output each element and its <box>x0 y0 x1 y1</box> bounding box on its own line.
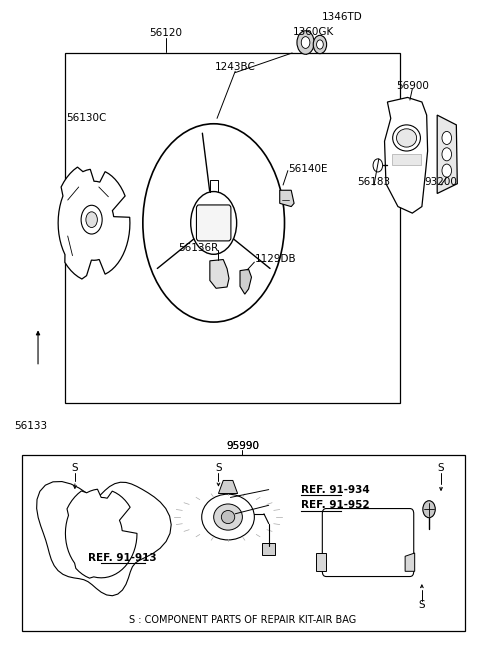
Text: S: S <box>215 463 222 473</box>
Circle shape <box>423 500 435 517</box>
Text: 93200: 93200 <box>425 178 457 187</box>
Text: 1129DB: 1129DB <box>254 254 296 264</box>
Polygon shape <box>240 269 252 294</box>
Bar <box>392 154 421 166</box>
Text: S: S <box>438 463 444 473</box>
Circle shape <box>297 31 314 54</box>
Text: REF. 91-913: REF. 91-913 <box>88 553 157 563</box>
Text: S: S <box>419 600 425 610</box>
Polygon shape <box>65 489 137 578</box>
Text: 56120: 56120 <box>149 28 182 39</box>
Polygon shape <box>218 481 238 493</box>
Polygon shape <box>437 115 457 193</box>
Ellipse shape <box>214 504 242 530</box>
Polygon shape <box>280 190 294 206</box>
Text: REF. 91-952: REF. 91-952 <box>301 500 370 510</box>
Text: 95990: 95990 <box>226 441 259 451</box>
Circle shape <box>373 159 383 172</box>
Text: 1243BC: 1243BC <box>215 62 256 72</box>
Polygon shape <box>210 259 229 288</box>
Text: S: S <box>72 463 78 473</box>
Ellipse shape <box>202 494 254 540</box>
Text: 56136R: 56136R <box>178 243 218 253</box>
Circle shape <box>86 212 97 227</box>
Text: REF. 91-934: REF. 91-934 <box>301 485 370 495</box>
Polygon shape <box>58 167 130 279</box>
Circle shape <box>442 164 452 177</box>
Text: 56133: 56133 <box>14 421 47 430</box>
FancyBboxPatch shape <box>323 508 414 576</box>
Text: 56130C: 56130C <box>66 113 106 123</box>
Ellipse shape <box>393 125 420 151</box>
Circle shape <box>81 205 102 234</box>
Polygon shape <box>36 481 171 596</box>
Polygon shape <box>384 98 428 213</box>
Circle shape <box>442 148 452 161</box>
Bar <box>262 543 275 555</box>
Text: S : COMPONENT PARTS OF REPAIR KIT-AIR BAG: S : COMPONENT PARTS OF REPAIR KIT-AIR BA… <box>129 615 356 626</box>
Circle shape <box>191 191 237 254</box>
Text: 1360GK: 1360GK <box>293 27 334 37</box>
Circle shape <box>442 132 452 145</box>
Circle shape <box>317 40 323 49</box>
Bar <box>65 53 400 403</box>
Text: 56140E: 56140E <box>288 164 327 174</box>
Polygon shape <box>405 553 415 571</box>
Text: 1346TD: 1346TD <box>322 12 362 22</box>
FancyBboxPatch shape <box>196 205 231 241</box>
Text: 95990: 95990 <box>226 441 259 451</box>
Polygon shape <box>316 553 326 571</box>
Ellipse shape <box>221 510 235 523</box>
Circle shape <box>301 37 310 48</box>
Circle shape <box>313 35 326 54</box>
Bar <box>22 455 465 631</box>
Text: 56900: 56900 <box>396 81 429 90</box>
Ellipse shape <box>396 129 417 147</box>
Text: 56183: 56183 <box>358 178 391 187</box>
Ellipse shape <box>143 124 285 322</box>
